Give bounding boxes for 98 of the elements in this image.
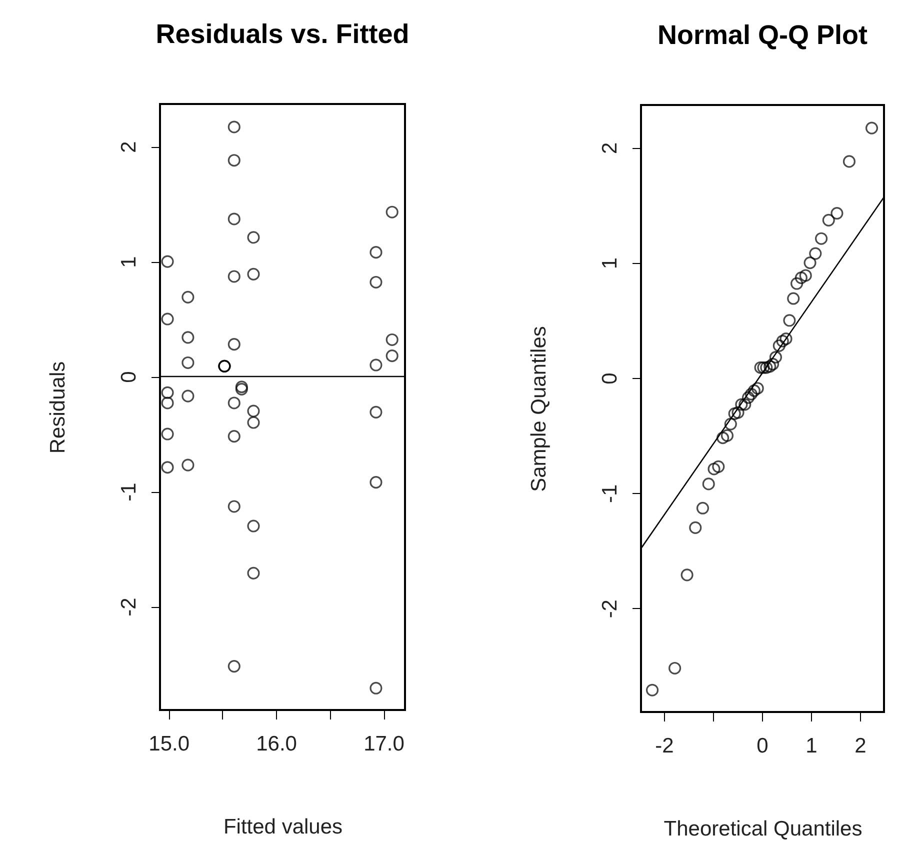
point xyxy=(790,277,804,290)
point xyxy=(809,247,822,260)
x-tick-label: 17.0 xyxy=(364,732,404,756)
point xyxy=(760,361,773,374)
point xyxy=(228,270,240,283)
point xyxy=(161,461,174,474)
point xyxy=(766,358,780,370)
y-tick-label: -1 xyxy=(118,482,140,502)
point xyxy=(757,361,770,374)
point xyxy=(370,682,382,694)
point xyxy=(799,269,812,282)
point xyxy=(689,521,702,534)
point xyxy=(247,268,260,280)
x-tick-label: 0 xyxy=(756,734,768,758)
point xyxy=(228,500,240,513)
point xyxy=(228,120,240,134)
point xyxy=(228,396,240,410)
point xyxy=(712,460,725,473)
point xyxy=(696,502,710,514)
point xyxy=(780,332,792,346)
y-axis-title: Residuals xyxy=(46,361,70,454)
point xyxy=(182,390,194,402)
point xyxy=(370,276,382,288)
point xyxy=(842,155,856,168)
point xyxy=(161,255,174,268)
point xyxy=(247,404,260,418)
point xyxy=(783,314,796,327)
point xyxy=(702,478,715,490)
y-tick-label: -2 xyxy=(598,599,622,618)
point xyxy=(228,660,240,673)
x-axis-title: Fitted values xyxy=(223,816,343,838)
point xyxy=(386,333,398,346)
point xyxy=(769,350,782,364)
point xyxy=(865,122,878,134)
point xyxy=(161,386,174,399)
point xyxy=(732,406,744,419)
point xyxy=(228,338,240,351)
point xyxy=(668,662,682,674)
point xyxy=(787,292,800,305)
point xyxy=(247,416,260,429)
point xyxy=(754,361,767,374)
point xyxy=(716,432,730,444)
point xyxy=(738,398,752,411)
point xyxy=(764,360,776,373)
point xyxy=(247,520,260,532)
point xyxy=(370,358,382,372)
point xyxy=(751,382,764,395)
y-tick-label: 1 xyxy=(118,256,140,268)
point xyxy=(228,212,240,226)
point xyxy=(161,428,174,440)
point xyxy=(182,356,194,369)
point xyxy=(748,384,760,397)
point xyxy=(804,256,816,270)
x-tick-label: -2 xyxy=(655,734,674,758)
point xyxy=(228,154,240,167)
point xyxy=(735,398,748,411)
point xyxy=(161,396,174,410)
x-tick-label: 15.0 xyxy=(148,732,190,756)
point xyxy=(708,462,720,476)
point xyxy=(161,312,174,326)
x-tick-label: 1 xyxy=(806,734,818,758)
point xyxy=(822,214,835,226)
point xyxy=(776,334,789,348)
point xyxy=(386,350,398,362)
y-tick-label: 0 xyxy=(118,371,140,383)
point xyxy=(247,231,260,244)
point xyxy=(744,388,758,400)
point xyxy=(794,272,808,284)
chart-title: Residuals vs. Fitted xyxy=(156,19,410,49)
y-tick-label: 2 xyxy=(598,142,622,154)
point xyxy=(370,406,382,418)
point xyxy=(680,568,694,582)
x-axis-title: Theoretical Quantiles xyxy=(664,818,862,840)
y-axis-title: Sample Quantiles xyxy=(528,326,550,492)
point xyxy=(830,207,844,220)
y-tick-label: 1 xyxy=(598,257,622,270)
y-tick-label: -2 xyxy=(118,598,140,616)
x-tick-label: 16.0 xyxy=(256,732,297,756)
point xyxy=(724,418,737,430)
point xyxy=(815,232,828,245)
chart-title: Normal Q-Q Plot xyxy=(657,20,868,50)
point xyxy=(228,430,240,443)
y-tick-label: 0 xyxy=(598,372,622,384)
point xyxy=(182,458,194,472)
point xyxy=(370,246,382,259)
point xyxy=(182,331,194,344)
y-tick-label: 2 xyxy=(118,141,140,153)
point xyxy=(247,566,260,580)
point xyxy=(386,206,398,218)
point xyxy=(370,476,382,489)
point xyxy=(772,339,786,352)
point xyxy=(646,684,659,696)
x-tick-label: 2 xyxy=(854,734,866,758)
y-tick-label: -1 xyxy=(598,484,622,503)
point xyxy=(742,391,755,404)
point xyxy=(182,290,194,304)
point xyxy=(728,407,741,420)
point xyxy=(720,429,734,442)
